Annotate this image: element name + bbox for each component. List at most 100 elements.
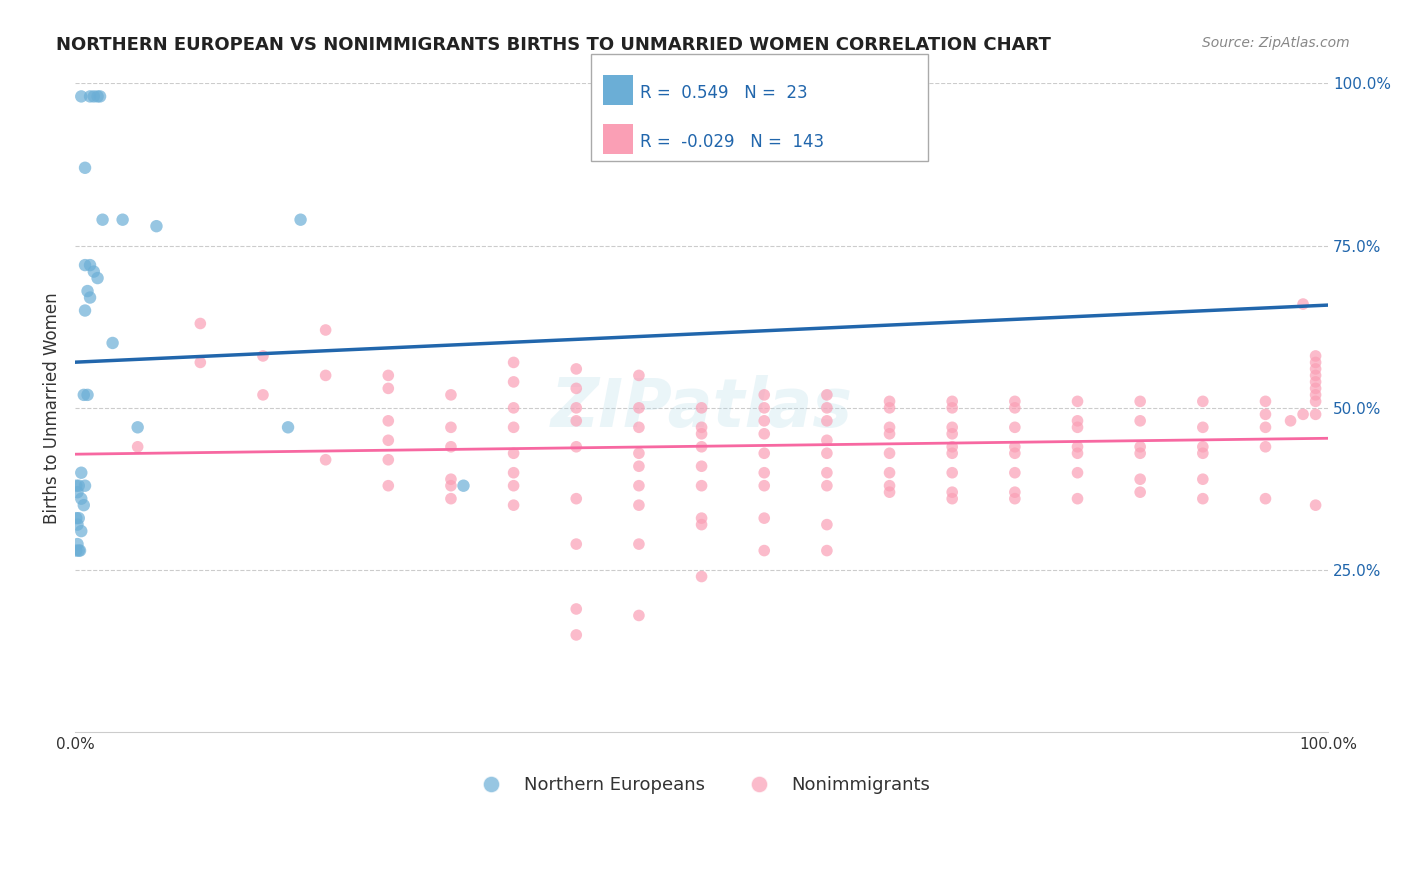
Point	[941, 466, 963, 480]
Point	[502, 375, 524, 389]
Point	[89, 89, 111, 103]
Point	[145, 219, 167, 234]
Point	[879, 420, 901, 434]
Point	[1129, 472, 1152, 486]
Point	[1191, 491, 1213, 506]
Point	[690, 569, 713, 583]
Point	[941, 491, 963, 506]
Point	[1004, 446, 1026, 460]
Point	[1004, 491, 1026, 506]
Point	[73, 479, 96, 493]
Point	[252, 388, 274, 402]
Point	[627, 420, 650, 434]
Point	[76, 388, 98, 402]
Point	[1004, 466, 1026, 480]
Point	[565, 491, 588, 506]
Point	[1066, 466, 1088, 480]
Point	[815, 466, 838, 480]
Point	[754, 543, 776, 558]
Point	[1129, 446, 1152, 460]
Point	[754, 414, 776, 428]
Point	[690, 459, 713, 474]
Point	[79, 89, 101, 103]
Point	[440, 388, 463, 402]
Point	[690, 440, 713, 454]
Point	[290, 212, 312, 227]
Point	[70, 466, 93, 480]
Point	[1305, 388, 1327, 402]
Point	[65, 479, 87, 493]
Point	[754, 479, 776, 493]
Point	[1292, 407, 1315, 421]
Point	[440, 479, 463, 493]
Point	[1004, 394, 1026, 409]
Point	[690, 420, 713, 434]
Point	[815, 479, 838, 493]
Point	[754, 426, 776, 441]
Point	[67, 479, 90, 493]
Text: R =  0.549   N =  23: R = 0.549 N = 23	[640, 84, 807, 102]
Point	[127, 420, 149, 434]
Point	[754, 401, 776, 415]
Point	[440, 472, 463, 486]
Point	[627, 479, 650, 493]
Point	[1254, 420, 1277, 434]
Point	[440, 440, 463, 454]
Point	[315, 452, 337, 467]
Point	[188, 355, 211, 369]
Point	[879, 426, 901, 441]
Point	[440, 491, 463, 506]
Point	[377, 414, 399, 428]
Point	[1066, 394, 1088, 409]
Point	[879, 401, 901, 415]
Point	[1004, 401, 1026, 415]
Point	[565, 414, 588, 428]
Point	[1004, 485, 1026, 500]
Point	[941, 401, 963, 415]
Point	[1066, 491, 1088, 506]
Point	[502, 466, 524, 480]
Point	[815, 517, 838, 532]
Point	[502, 355, 524, 369]
Point	[941, 426, 963, 441]
Point	[502, 446, 524, 460]
Point	[1254, 407, 1277, 421]
Point	[1279, 414, 1302, 428]
Point	[66, 537, 89, 551]
Point	[1305, 375, 1327, 389]
Legend: Northern Europeans, Nonimmigrants: Northern Europeans, Nonimmigrants	[465, 769, 938, 801]
Point	[690, 479, 713, 493]
Point	[86, 271, 108, 285]
Point	[252, 349, 274, 363]
Point	[66, 517, 89, 532]
Point	[815, 388, 838, 402]
Point	[815, 414, 838, 428]
Point	[73, 498, 96, 512]
Point	[377, 381, 399, 395]
Point	[815, 543, 838, 558]
Point	[690, 511, 713, 525]
Point	[565, 602, 588, 616]
Point	[377, 452, 399, 467]
Point	[73, 161, 96, 175]
Point	[1292, 297, 1315, 311]
Point	[1305, 407, 1327, 421]
Point	[627, 368, 650, 383]
Point	[1254, 394, 1277, 409]
Point	[1129, 394, 1152, 409]
Point	[91, 212, 114, 227]
Point	[1191, 446, 1213, 460]
Point	[101, 335, 124, 350]
Point	[377, 434, 399, 448]
Point	[815, 434, 838, 448]
Point	[879, 485, 901, 500]
Point	[627, 401, 650, 415]
Point	[76, 284, 98, 298]
Point	[377, 479, 399, 493]
Point	[66, 485, 89, 500]
Point	[565, 440, 588, 454]
Point	[627, 608, 650, 623]
Point	[565, 381, 588, 395]
Point	[1305, 362, 1327, 376]
Point	[65, 543, 87, 558]
